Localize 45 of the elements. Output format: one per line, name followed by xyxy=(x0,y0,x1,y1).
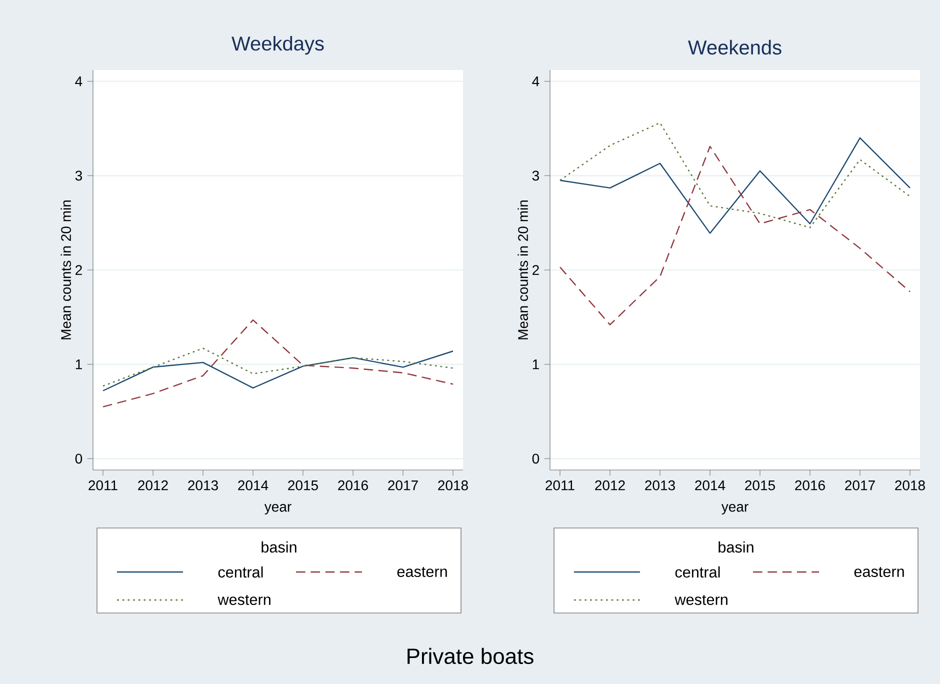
x-tick-label: 2014 xyxy=(238,480,268,490)
legend-label: eastern xyxy=(397,566,447,578)
x-tick-label: 2012 xyxy=(138,480,168,490)
line-series xyxy=(559,146,911,326)
legend-label: eastern xyxy=(854,566,904,578)
line-series xyxy=(559,122,911,228)
y-tick-label: 1 xyxy=(532,360,539,370)
x-tick-label: 2018 xyxy=(895,480,925,490)
y-tick-label: 3 xyxy=(532,170,540,181)
x-tick-label: 2013 xyxy=(645,480,675,490)
y-tick-label: 0 xyxy=(532,454,540,464)
y-tick-label: 3 xyxy=(75,170,82,181)
legend-label: central xyxy=(675,566,720,578)
x-tick-label: 2016 xyxy=(795,480,825,490)
y-axis-title: Mean counts in 20 min xyxy=(518,200,528,340)
legend-title: basin xyxy=(262,541,296,553)
x-tick-label: 2011 xyxy=(88,480,118,490)
y-tick-label: 4 xyxy=(532,76,540,86)
y-tick-label: 0 xyxy=(75,454,82,464)
chart-title: Weekdays xyxy=(232,36,324,55)
legend-label: western xyxy=(218,594,270,606)
chart-title: Weekends xyxy=(688,40,782,55)
text: Private boats xyxy=(408,648,534,664)
x-tick-label: 2017 xyxy=(388,480,418,490)
x-tick-label: 2016 xyxy=(338,480,368,490)
y-tick-label: 4 xyxy=(75,76,82,86)
x-axis-title: year xyxy=(721,504,748,514)
x-axis-title: year xyxy=(264,504,292,514)
x-tick-label: 2012 xyxy=(595,480,625,490)
legend-label: western xyxy=(674,594,728,606)
legend-label: central xyxy=(218,566,263,578)
x-tick-label: 2015 xyxy=(288,480,318,490)
line-series xyxy=(559,137,911,234)
y-tick-label: 1 xyxy=(76,360,82,370)
line-series xyxy=(102,319,454,408)
y-axis-title: Mean counts in 20 min xyxy=(60,200,72,340)
x-tick-label: 2013 xyxy=(188,480,218,490)
x-tick-label: 2018 xyxy=(438,480,468,490)
y-tick-label: 2 xyxy=(76,265,82,275)
x-tick-label: 2011 xyxy=(546,480,574,490)
legend-title: basin xyxy=(718,541,754,553)
x-tick-label: 2014 xyxy=(695,480,726,490)
x-tick-label: 2015 xyxy=(745,480,775,490)
y-tick-label: 2 xyxy=(532,265,539,275)
x-tick-label: 2017 xyxy=(845,480,875,490)
